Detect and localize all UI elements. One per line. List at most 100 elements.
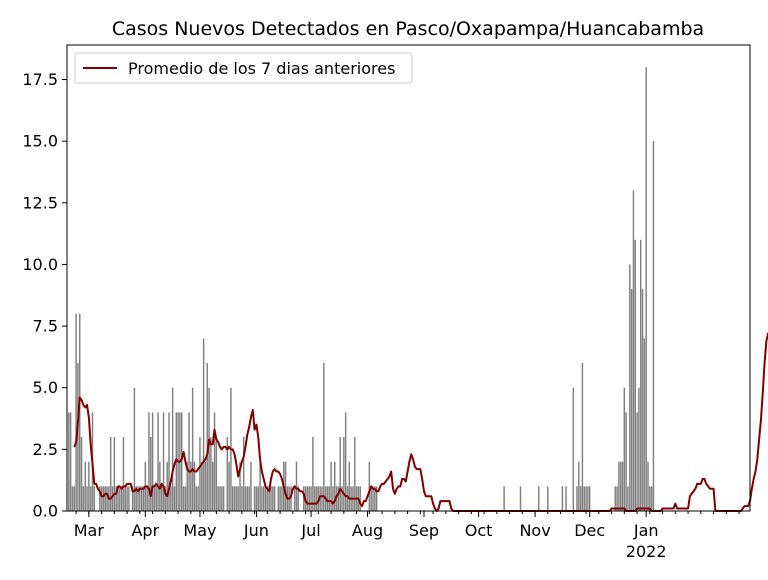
bar	[104, 486, 106, 511]
bar	[235, 486, 238, 511]
bar	[281, 486, 283, 511]
x-axis: Mar Apr May Jun Jul Aug Sep Oct Nov Dec Jan 2022	[74, 511, 740, 561]
bar	[643, 338, 646, 511]
bar	[326, 486, 329, 511]
bar	[80, 437, 83, 511]
bar	[248, 486, 250, 511]
legend-box	[74, 52, 413, 84]
bar	[368, 461, 371, 511]
bar	[638, 387, 640, 511]
bar	[297, 486, 300, 511]
bar	[295, 461, 298, 511]
bar	[647, 461, 649, 511]
bar	[124, 486, 127, 511]
bar	[374, 486, 376, 511]
bar	[323, 363, 325, 511]
bar	[211, 461, 214, 511]
chart-title: Casos Nuevos Detectados en Pasco/Oxapamp…	[112, 18, 704, 40]
bar	[261, 486, 263, 511]
bar	[344, 412, 347, 511]
bar	[581, 363, 584, 511]
bar	[222, 486, 225, 511]
bar	[241, 486, 243, 511]
bar	[166, 461, 168, 511]
bar	[199, 437, 201, 511]
bar	[315, 486, 318, 511]
bar	[115, 486, 117, 511]
bar	[576, 486, 578, 511]
bar	[634, 239, 636, 511]
bar	[616, 486, 618, 511]
bar	[146, 486, 148, 511]
bar	[519, 486, 522, 511]
bar	[151, 412, 154, 511]
bar	[303, 486, 305, 511]
bar	[614, 486, 616, 511]
bar	[306, 486, 309, 511]
bar	[219, 486, 221, 511]
bar	[106, 486, 108, 511]
bar	[239, 461, 241, 511]
bar	[226, 437, 229, 511]
bar	[279, 486, 281, 511]
bar	[204, 461, 207, 511]
bar	[182, 486, 185, 511]
bar	[84, 461, 86, 511]
y-tick-label: 17.5	[22, 70, 58, 89]
x-tick-label: Jun	[243, 521, 269, 540]
bar	[206, 363, 208, 511]
bar	[186, 461, 188, 511]
bar	[308, 486, 310, 511]
bar	[639, 239, 642, 511]
bar	[100, 486, 103, 511]
bar	[618, 461, 620, 511]
bar	[645, 67, 647, 511]
bar	[268, 486, 270, 511]
bar-series	[68, 67, 655, 511]
bar	[259, 461, 261, 511]
y-tick-label: 7.5	[33, 317, 58, 336]
bar	[171, 387, 174, 511]
bar	[629, 264, 631, 511]
bar	[246, 486, 249, 511]
bar	[140, 486, 143, 511]
bar	[128, 486, 130, 511]
bar	[150, 437, 152, 511]
bar	[242, 437, 245, 511]
x-tick-year-label: 2022	[626, 542, 667, 561]
y-tick-label: 10.0	[22, 255, 58, 274]
bar	[190, 461, 192, 511]
legend: Promedio de los 7 dias anteriores	[74, 52, 413, 84]
bar	[264, 486, 267, 511]
bar	[503, 486, 505, 511]
bar	[636, 412, 638, 511]
bar	[565, 486, 567, 511]
bar	[270, 486, 272, 511]
bar	[109, 437, 112, 511]
bar	[627, 486, 629, 511]
x-tick-label: May	[183, 521, 216, 540]
bar	[587, 486, 589, 511]
bar	[191, 387, 194, 511]
bar	[73, 486, 76, 511]
bar	[71, 486, 74, 511]
bar	[160, 486, 163, 511]
y-tick-label: 15.0	[22, 132, 58, 151]
x-tick-label: Jul	[300, 521, 320, 540]
bar	[193, 461, 196, 511]
bar	[217, 486, 219, 511]
bar	[164, 486, 167, 511]
bar	[86, 486, 88, 511]
bar	[88, 461, 90, 511]
bar	[122, 437, 125, 511]
bar	[119, 486, 121, 511]
bar	[77, 363, 79, 511]
bar	[343, 437, 345, 511]
bar	[332, 486, 334, 511]
bar	[273, 486, 276, 511]
bar	[188, 412, 190, 511]
bar	[215, 437, 218, 511]
bar	[293, 486, 296, 511]
bar	[257, 486, 259, 511]
